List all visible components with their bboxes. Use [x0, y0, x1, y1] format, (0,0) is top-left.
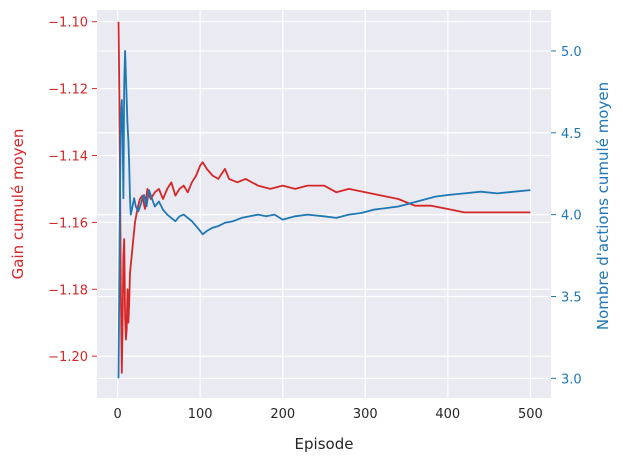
right-tick-label: 4.5 [561, 127, 582, 142]
x-tick-label: 500 [518, 407, 543, 422]
left-tick-label: −1.18 [48, 283, 88, 298]
left-axis-ticks: −1.10 −1.12 −1.14 −1.16 −1.18 −1.20 [48, 16, 97, 365]
right-axis-label: Nombre d'actions cumulé moyen [594, 82, 612, 330]
left-tick-label: −1.10 [48, 16, 88, 31]
series-line-gain [117, 21, 531, 374]
x-axis-ticks: 0 100 200 300 400 500 [113, 407, 542, 422]
series-layer [117, 21, 531, 379]
x-tick-label: 300 [353, 407, 378, 422]
plot-area [97, 10, 551, 398]
right-tick-label: 3.5 [561, 290, 582, 305]
y-gridlines [97, 21, 551, 379]
x-tick-label: 0 [113, 407, 121, 422]
left-tick-label: −1.16 [48, 216, 88, 231]
right-tick-label: 5.0 [561, 45, 582, 60]
right-tick-label: 3.0 [561, 372, 582, 387]
series-line-actions [117, 50, 531, 379]
x-axis-label: Episode [295, 435, 354, 453]
right-tick-label: 4.0 [561, 209, 582, 224]
left-tick-label: −1.20 [48, 350, 88, 365]
left-axis-label: Gain cumulé moyen [9, 129, 27, 280]
x-tick-label: 200 [270, 407, 295, 422]
left-tick-label: −1.12 [48, 83, 88, 98]
x-tick-label: 100 [188, 407, 213, 422]
x-tick-label: 400 [435, 407, 460, 422]
left-tick-label: −1.14 [48, 150, 88, 165]
right-axis-ticks: 3.0 3.5 4.0 4.5 5.0 [551, 45, 582, 387]
x-gridlines [117, 10, 531, 398]
